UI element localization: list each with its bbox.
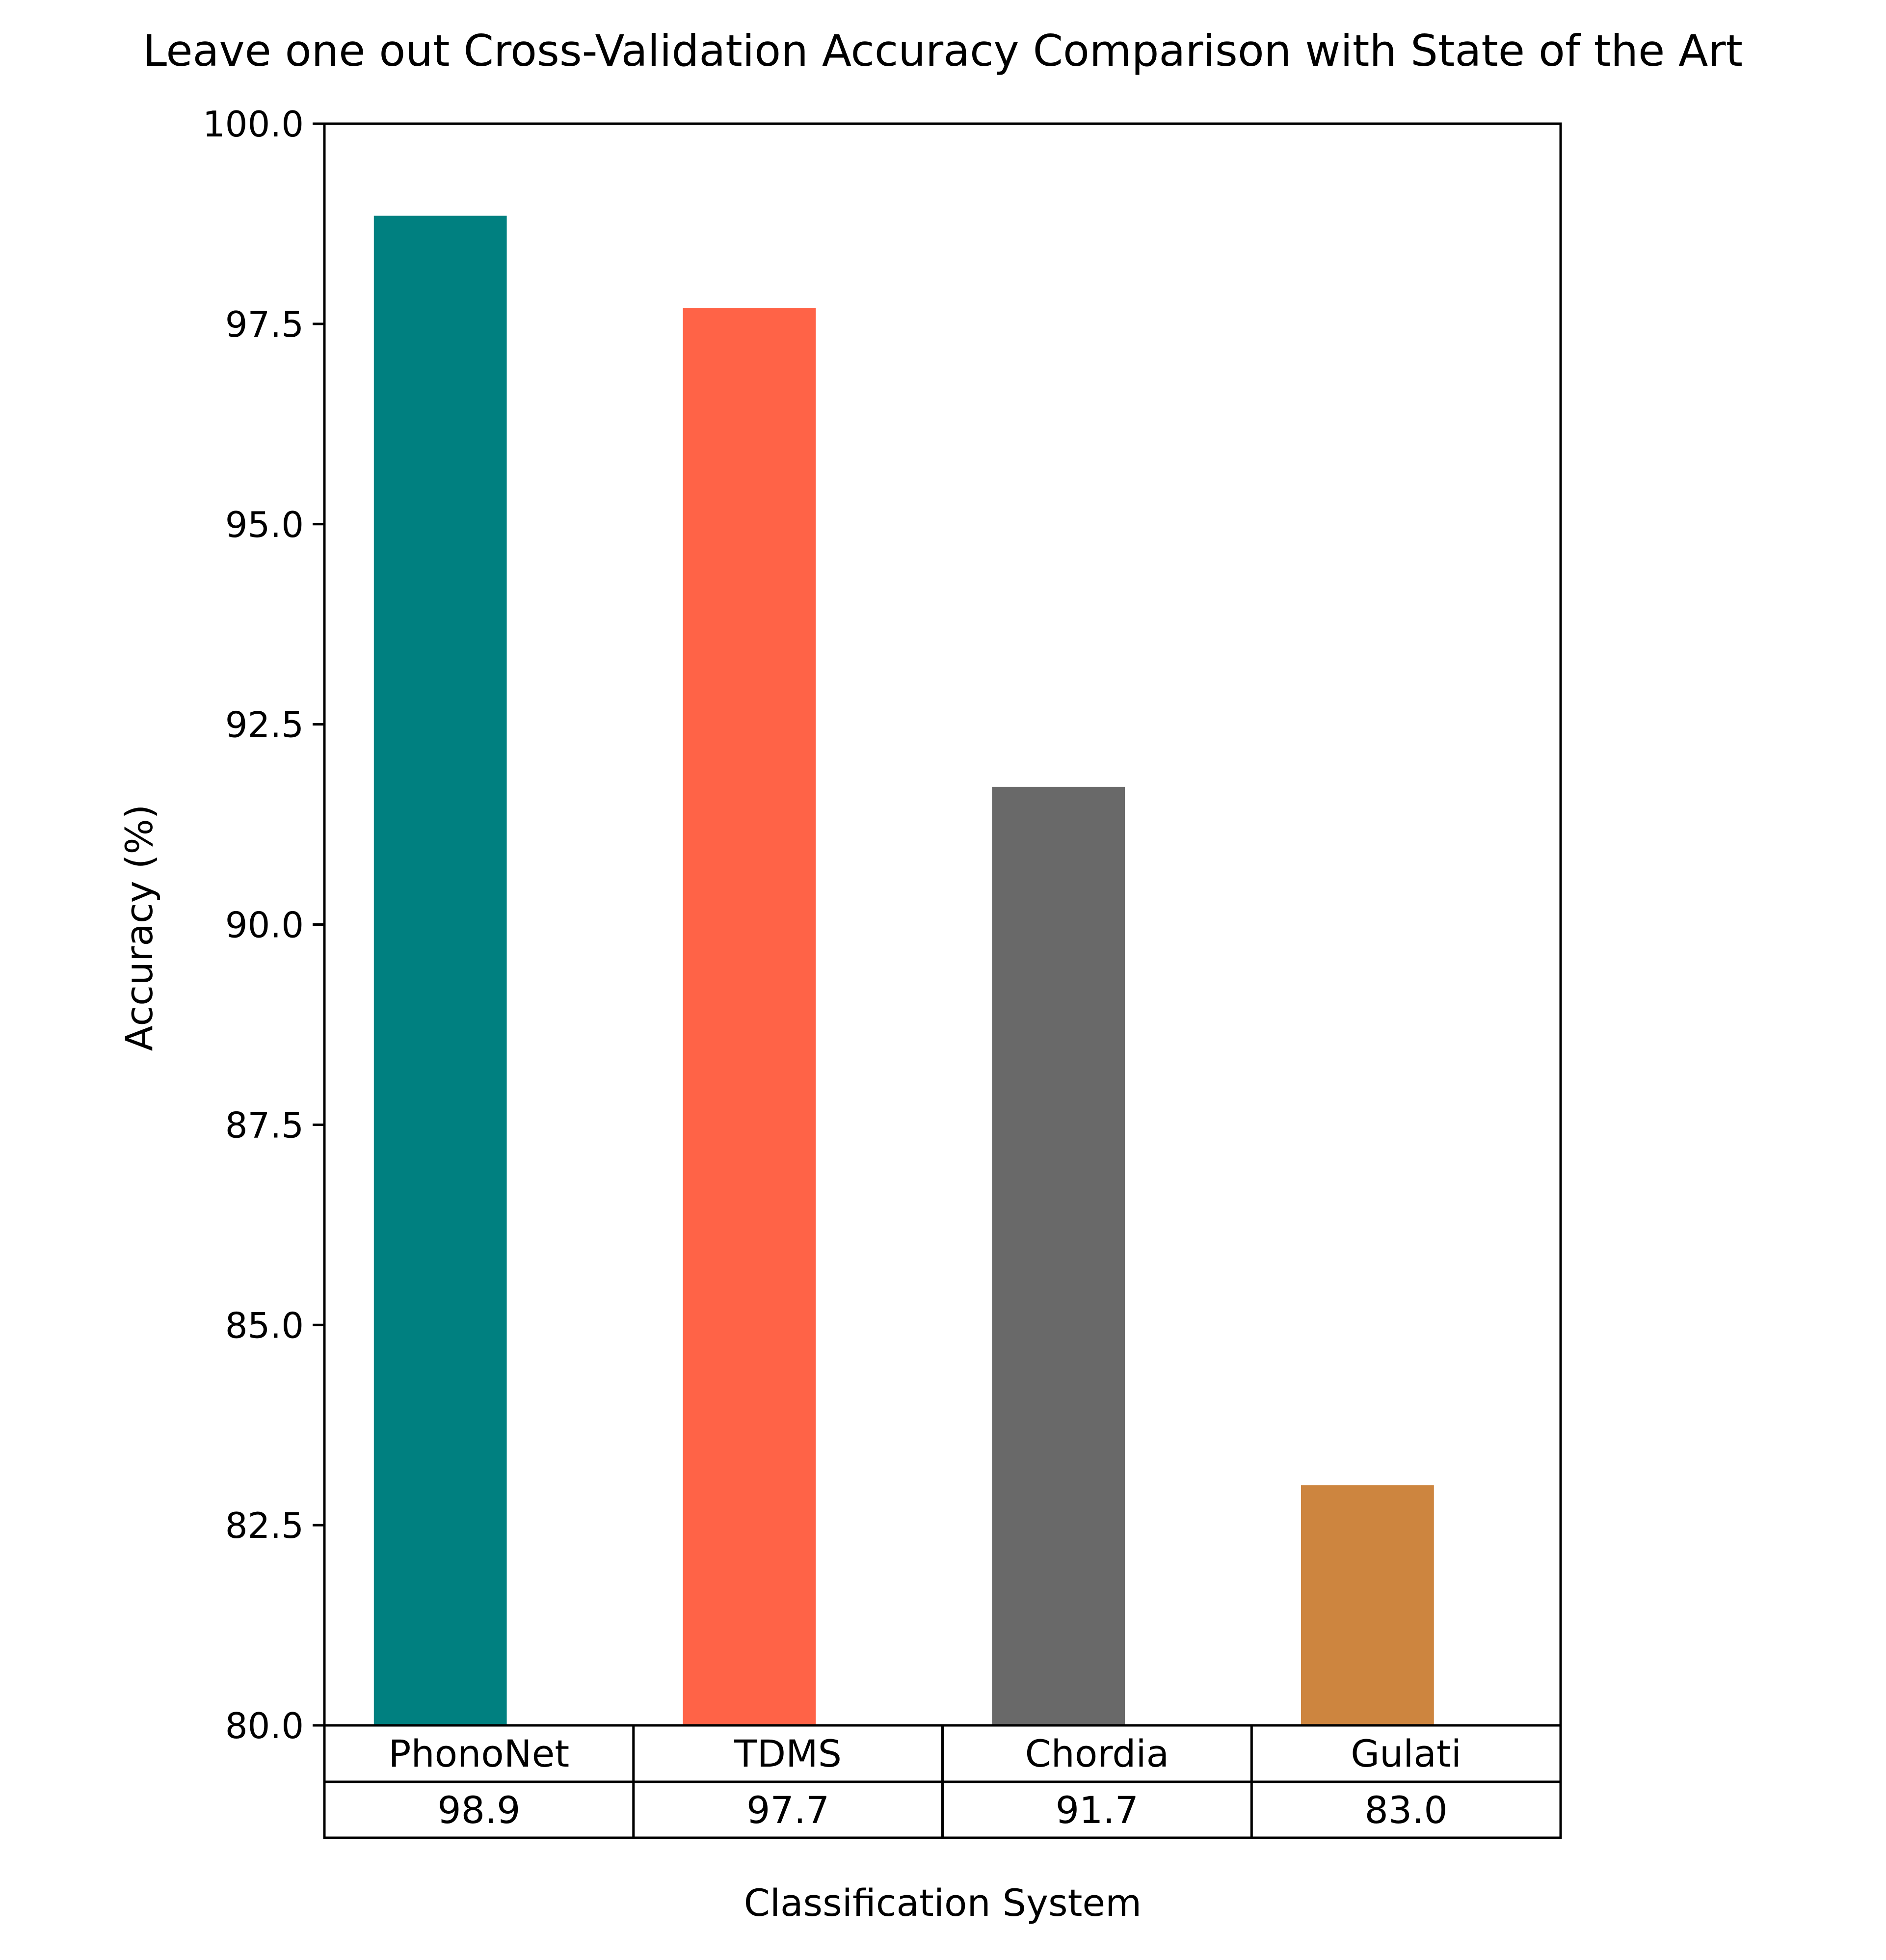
chart-title: Leave one out Cross-Validation Accuracy … (143, 26, 1743, 76)
y-tick-label: 82.5 (225, 1505, 304, 1546)
bar-chordia (992, 786, 1125, 1725)
table-value-phononet: 98.9 (437, 1788, 520, 1832)
y-tick-label: 87.5 (225, 1104, 304, 1146)
table-value-tdms: 97.7 (746, 1788, 829, 1832)
x-axis-label: Classification System (744, 1881, 1142, 1925)
y-tick-label: 85.0 (225, 1305, 304, 1346)
table-category-tdms: TDMS (734, 1732, 842, 1775)
bar-phononet (373, 215, 507, 1725)
y-tick-label: 100.0 (203, 104, 304, 145)
bar-tdms (683, 308, 816, 1726)
table-value-gulati: 83.0 (1364, 1788, 1447, 1832)
table-category-phononet: PhonoNet (389, 1732, 570, 1775)
y-tick-label: 95.0 (225, 504, 304, 545)
table-category-chordia: Chordia (1025, 1732, 1169, 1775)
y-tick-label: 90.0 (225, 905, 304, 946)
y-axis-ticks: 80.0 82.5 85.0 87.5 90.0 92.5 95.0 97.5 100.0 (203, 104, 324, 1746)
y-tick-label: 92.5 (225, 704, 304, 746)
y-tick-label: 97.5 (225, 304, 304, 345)
y-axis-label: Accuracy (%) (117, 805, 161, 1051)
bars-group (373, 215, 1434, 1726)
table-category-gulati: Gulati (1351, 1732, 1461, 1775)
y-tick-label: 80.0 (225, 1705, 304, 1746)
bar-gulati (1301, 1485, 1434, 1725)
data-table: PhonoNet 98.9 TDMS 97.7 Chordia 91.7 Gulati 83.… (323, 1724, 1562, 1839)
table-value-chordia: 91.7 (1056, 1788, 1139, 1832)
